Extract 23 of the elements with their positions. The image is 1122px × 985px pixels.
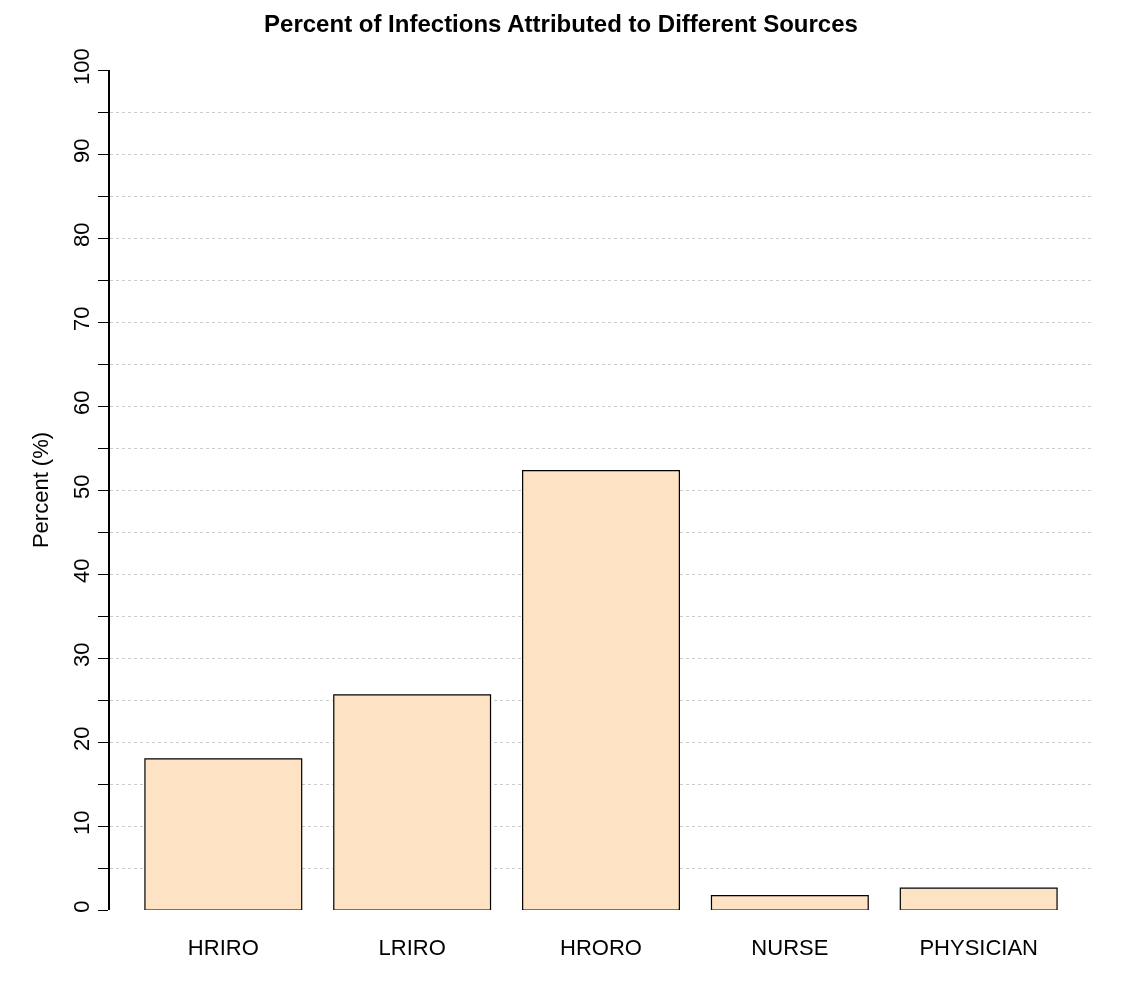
y-tick-label: 90: [69, 138, 95, 163]
y-tick-label: 80: [69, 222, 95, 247]
y-tick-label: 100: [69, 48, 95, 86]
y-tick-label: 40: [69, 558, 95, 583]
y-tick-label: 60: [69, 390, 95, 415]
y-tick-label: 10: [69, 810, 95, 835]
x-tick-label: NURSE: [751, 935, 829, 961]
x-tick-label: PHYSICIAN: [919, 935, 1038, 961]
chart-title: Percent of Infections Attributed to Different Sources: [264, 9, 858, 37]
y-tick-label: 0: [69, 900, 95, 913]
bar: [522, 470, 680, 910]
bar: [899, 887, 1058, 910]
y-tick-label: 30: [69, 642, 95, 667]
bar: [710, 895, 869, 910]
y-tick-label: 50: [69, 474, 95, 499]
y-axis-title: Percent (%): [27, 431, 53, 549]
y-tick-label: 70: [69, 306, 95, 331]
bar: [333, 694, 492, 910]
x-tick-label: HRIRO: [187, 935, 259, 961]
bar: [144, 758, 303, 910]
x-tick-label: LRIRO: [378, 935, 446, 961]
x-tick-label: HRORO: [560, 935, 642, 961]
y-tick-label: 20: [69, 726, 95, 751]
